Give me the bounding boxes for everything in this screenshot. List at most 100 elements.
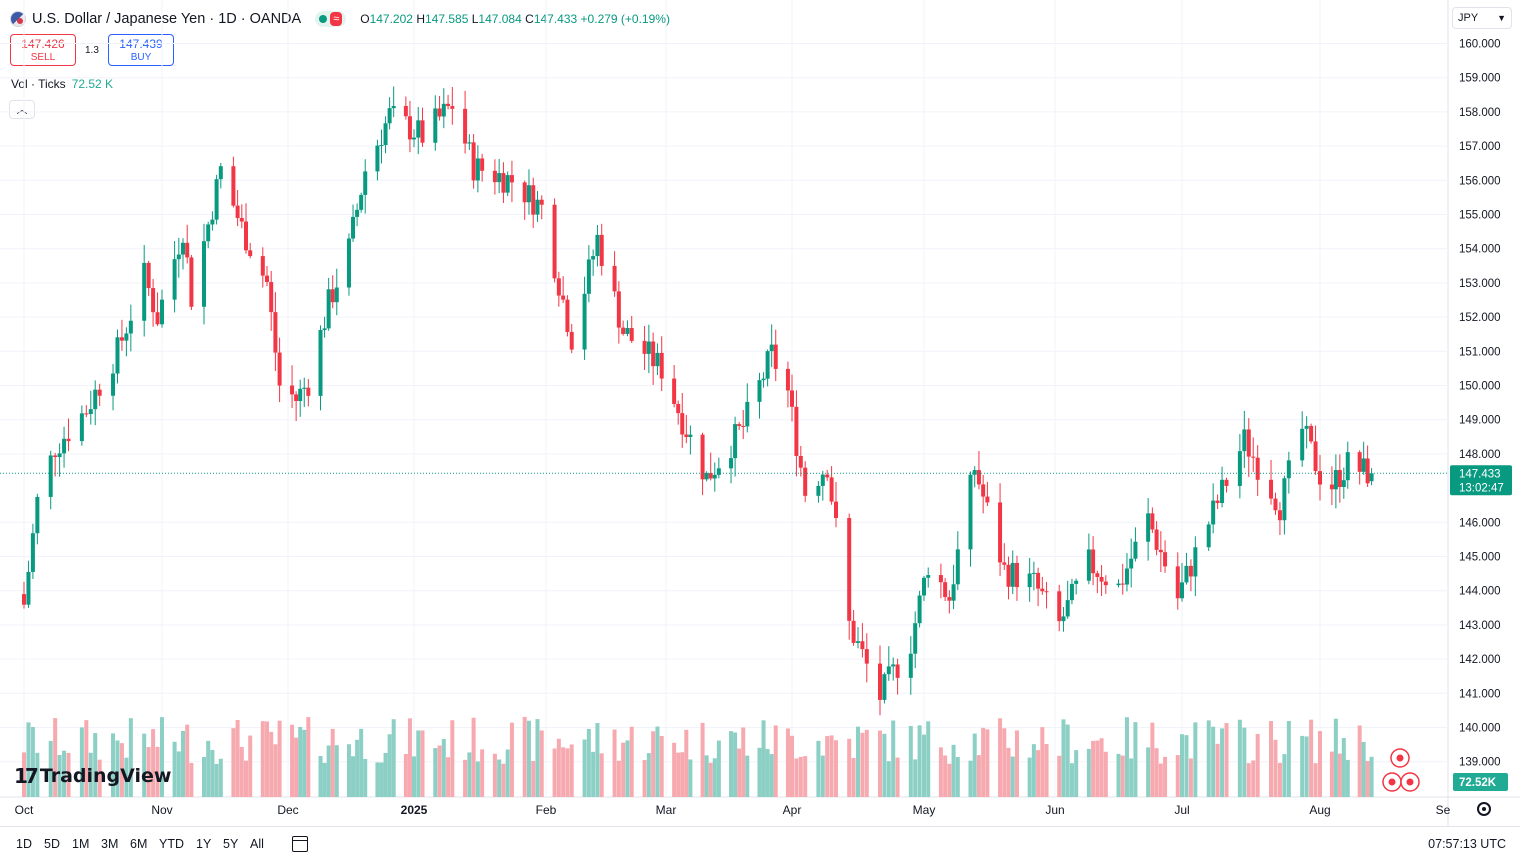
candle-body: [387, 108, 392, 124]
collapse-legend-button[interactable]: ︿: [9, 100, 35, 119]
volume-bar: [1154, 748, 1159, 797]
volume-last-label: 72.52K: [1459, 777, 1497, 789]
candle-body: [244, 221, 248, 251]
volume-bar: [231, 728, 236, 797]
range-button-all[interactable]: All: [250, 837, 264, 851]
price-chart[interactable]: 160.000 159.000 158.000 157.000 156.000 155.0…: [0, 0, 1520, 826]
range-button-1d[interactable]: 1D: [16, 837, 32, 851]
candle-body: [834, 501, 838, 518]
candle-body: [1091, 549, 1096, 574]
range-button-ytd[interactable]: YTD: [159, 837, 184, 851]
range-button-3m[interactable]: 3M: [101, 837, 119, 851]
gear-icon[interactable]: [1477, 802, 1491, 816]
candle-body: [1337, 470, 1342, 488]
symbol-title[interactable]: U.S. Dollar / Japanese Yen · 1D · OANDA: [32, 11, 302, 27]
candle-body: [790, 390, 794, 407]
volume-bar: [1069, 763, 1074, 797]
candle-body: [926, 575, 931, 578]
volume-bar: [684, 729, 689, 797]
volume-bar: [816, 740, 821, 797]
candle-body: [1237, 451, 1242, 486]
candle-body: [235, 205, 240, 219]
volume-bar: [1220, 728, 1225, 797]
volume-bar: [891, 720, 896, 797]
buy-button[interactable]: 147.439 BUY: [108, 34, 174, 66]
candle-body: [181, 242, 185, 255]
price-tick-label: 154.000: [1459, 244, 1501, 256]
volume-bar: [1036, 750, 1041, 797]
candle-body: [1065, 600, 1070, 617]
candle-body: [539, 199, 544, 205]
volume-bar: [181, 730, 185, 797]
currency-select[interactable]: JPY ▼: [1452, 7, 1512, 29]
range-button-6m[interactable]: 6M: [130, 837, 148, 851]
volume-bar: [847, 738, 852, 797]
utc-clock[interactable]: 07:57:13 UTC: [1428, 837, 1506, 851]
volume-bar: [1341, 738, 1346, 797]
candle-body: [616, 291, 621, 328]
bottom-toolbar: 1D 5D 1M 3M 6M YTD 1Y 5Y All 07:57:13 UT…: [0, 826, 1520, 866]
volume-bar: [1246, 763, 1251, 797]
volume-bar: [595, 723, 600, 797]
volume-legend[interactable]: Vol · Ticks 72.52 K: [11, 77, 113, 91]
candle-body: [651, 341, 656, 367]
range-button-1m[interactable]: 1M: [72, 837, 90, 851]
volume-bar: [943, 755, 948, 797]
volume-bar: [955, 757, 960, 797]
volume-bar: [26, 722, 31, 797]
candle-body: [595, 234, 600, 257]
candle-body: [1103, 581, 1108, 586]
range-button-5d[interactable]: 5D: [44, 837, 60, 851]
volume-bar: [403, 753, 408, 797]
calendar-icon[interactable]: [292, 836, 308, 852]
candle-body: [79, 413, 84, 442]
candle-body: [582, 293, 587, 350]
candle-body: [676, 403, 681, 414]
volume-bar: [642, 759, 647, 797]
candle-body: [1010, 562, 1015, 587]
volume-bar: [1273, 739, 1278, 797]
candle-body: [509, 175, 514, 183]
candle-body: [302, 387, 307, 389]
candle-body: [1099, 576, 1104, 582]
volume-bar: [704, 755, 709, 797]
volume-bar: [1116, 753, 1121, 797]
candle-body: [480, 158, 485, 171]
candle-body: [612, 265, 617, 292]
volume-bar: [176, 751, 181, 797]
volume-bar: [273, 744, 278, 797]
candle-body: [1163, 552, 1168, 567]
range-button-1y[interactable]: 1Y: [196, 837, 212, 851]
candle-body: [1150, 513, 1155, 530]
volume-bar: [676, 752, 681, 797]
volume-bar: [621, 742, 626, 797]
volume-legend-label: Vol · Ticks: [11, 77, 66, 91]
tradingview-logo[interactable]: 17 TradingView: [14, 764, 171, 788]
volume-bar: [1027, 757, 1032, 797]
candle-body: [48, 455, 53, 497]
candle-body: [943, 582, 948, 598]
candle-body: [951, 584, 956, 601]
time-tick-label: Nov: [151, 803, 172, 817]
volume-bar: [599, 753, 604, 797]
volume-bar: [1365, 760, 1370, 797]
volume-bar: [680, 752, 685, 797]
volume-bar: [202, 757, 206, 797]
candle-body: [526, 185, 531, 203]
range-button-5y[interactable]: 5Y: [223, 837, 239, 851]
volume-bar: [951, 744, 956, 797]
candle-body: [218, 166, 223, 180]
market-status[interactable]: ≈: [315, 11, 347, 27]
volume-bar: [239, 746, 244, 797]
volume-bar: [1357, 725, 1362, 797]
time-tick-label: Dec: [277, 803, 298, 817]
candle-body: [124, 333, 129, 341]
candle-body: [1180, 582, 1184, 599]
candle-body: [895, 664, 900, 678]
volume-bar: [306, 717, 311, 797]
volume-bar: [22, 752, 26, 797]
candle-body: [531, 185, 536, 215]
approx-icon: ≈: [330, 12, 343, 26]
candle-body: [745, 401, 750, 427]
volume-legend-value: 72.52 K: [71, 77, 114, 91]
